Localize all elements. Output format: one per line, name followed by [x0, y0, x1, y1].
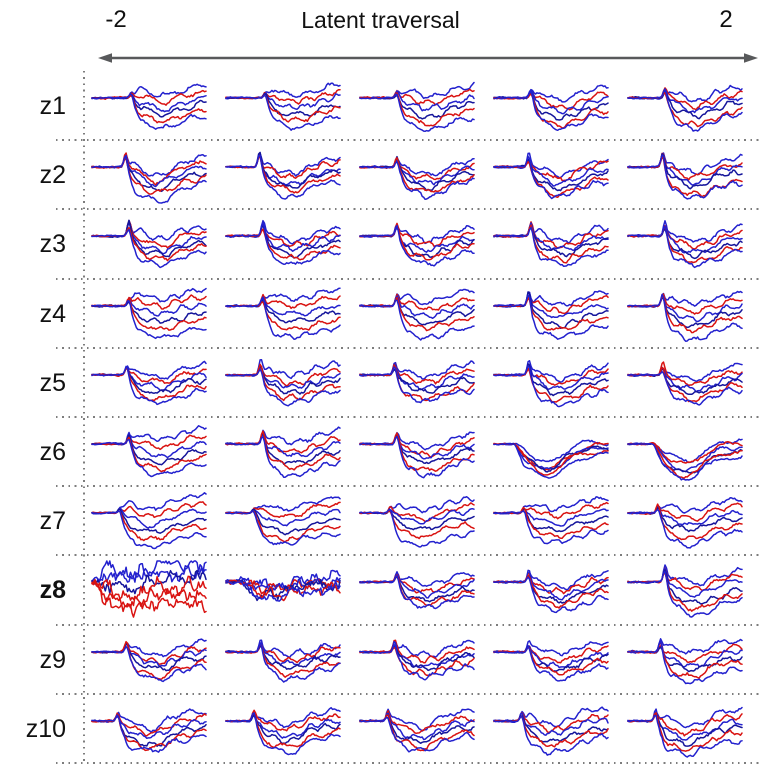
grid-row-z9 — [56, 626, 761, 695]
axis-tick-max: 2 — [719, 6, 733, 33]
plot-cell-z8-5 — [627, 564, 743, 619]
plot-cell-z3-1 — [91, 219, 207, 269]
plot-cell-z1-2 — [225, 82, 341, 131]
grid-row-z6 — [56, 418, 761, 488]
row-label-z3: z3 — [39, 230, 66, 259]
plot-cell-z5-2 — [225, 358, 341, 407]
arrowhead-left-icon — [98, 53, 112, 63]
row-separator — [56, 623, 761, 626]
plot-cell-z9-4 — [493, 639, 609, 682]
plot-cell-z7-5 — [627, 497, 743, 549]
row-label-z4: z4 — [39, 299, 66, 328]
row-separator — [56, 554, 761, 557]
plot-cell-z8-3 — [359, 571, 475, 610]
row-separator — [56, 761, 761, 764]
plot-cell-z5-1 — [91, 360, 207, 405]
plot-cell-z1-5 — [627, 84, 743, 132]
plot-cell-z6-4 — [493, 439, 609, 479]
row-label-z6: z6 — [39, 438, 66, 467]
plot-cell-z4-4 — [493, 289, 609, 340]
row-label-z1: z1 — [39, 92, 66, 121]
row-separator — [56, 415, 761, 418]
arrowhead-right-icon — [744, 53, 758, 63]
plot-cell-z3-4 — [493, 221, 609, 268]
plot-cell-z1-3 — [359, 81, 475, 133]
plot-cell-z6-2 — [225, 426, 341, 479]
grid-row-z3 — [56, 210, 761, 280]
grid-row-z8 — [56, 556, 761, 626]
axis-tick-min: -2 — [105, 6, 127, 33]
plot-cell-z5-5 — [627, 361, 743, 406]
plot-cell-z5-3 — [359, 360, 475, 404]
row-separator — [56, 208, 761, 211]
plot-cell-z2-4 — [493, 152, 609, 200]
plot-cell-z5-4 — [493, 359, 609, 408]
plot-cell-z2-2 — [225, 151, 341, 200]
left-dotted-guide — [83, 71, 85, 765]
grid-row-z1 — [56, 72, 761, 142]
grid-row-z5 — [56, 349, 761, 418]
plot-cell-z7-4 — [493, 496, 609, 545]
plot-cell-z3-5 — [627, 220, 743, 269]
plot-cell-z7-3 — [359, 496, 475, 548]
row-separator — [56, 692, 761, 695]
plot-cell-z6-1 — [91, 425, 207, 478]
plot-cell-z8-4 — [493, 570, 609, 614]
plot-cell-z1-1 — [91, 83, 207, 130]
plot-cell-z10-4 — [493, 706, 609, 756]
plot-cell-z4-3 — [359, 288, 475, 341]
plot-cell-z7-2 — [225, 496, 341, 546]
plot-cell-z8-1 — [91, 560, 207, 619]
plot-cell-z4-5 — [627, 290, 743, 342]
grid-row-z2 — [56, 141, 761, 211]
row-separator — [56, 139, 761, 142]
plot-cell-z10-5 — [627, 706, 743, 758]
plot-cell-z8-2 — [225, 570, 341, 603]
plot-cell-z9-2 — [225, 639, 341, 683]
traversal-grid — [56, 72, 761, 764]
traversal-axis-arrow — [98, 53, 758, 63]
plot-cell-z10-1 — [91, 708, 207, 753]
row-labels: z1 z2 z3 z4 z5 z6 z7 z8 z9 z10 — [0, 72, 66, 764]
plot-cell-z2-5 — [627, 152, 743, 200]
plot-cell-z3-2 — [225, 220, 341, 266]
grid-row-z7 — [56, 487, 761, 557]
plot-cell-z4-2 — [225, 287, 341, 340]
plot-cell-z4-1 — [91, 287, 207, 339]
row-separator — [56, 346, 761, 349]
plot-cell-z10-3 — [359, 708, 475, 753]
plot-cell-z10-2 — [225, 706, 341, 756]
plot-cell-z6-3 — [359, 431, 475, 479]
plot-cell-z3-3 — [359, 223, 475, 268]
row-label-z5: z5 — [39, 368, 66, 397]
row-label-z9: z9 — [39, 645, 66, 674]
plot-cell-z1-4 — [493, 84, 609, 132]
row-label-z10: z10 — [25, 714, 66, 743]
row-separator — [56, 277, 761, 280]
row-label-z2: z2 — [39, 161, 66, 190]
figure-title: Latent traversal — [301, 7, 460, 33]
row-label-z8: z8 — [39, 576, 66, 605]
row-label-z7: z7 — [39, 507, 66, 536]
plot-cell-z7-1 — [91, 492, 207, 550]
grid-row-z10 — [56, 695, 761, 764]
grid-row-z4 — [56, 280, 761, 349]
plot-cell-z9-3 — [359, 639, 475, 681]
plot-cell-z9-1 — [91, 637, 207, 682]
plot-cell-z9-5 — [627, 637, 743, 684]
plot-cell-z2-3 — [359, 156, 475, 201]
row-separator — [56, 485, 761, 488]
plot-cell-z2-1 — [91, 152, 207, 204]
plot-cell-z6-5 — [627, 438, 743, 481]
